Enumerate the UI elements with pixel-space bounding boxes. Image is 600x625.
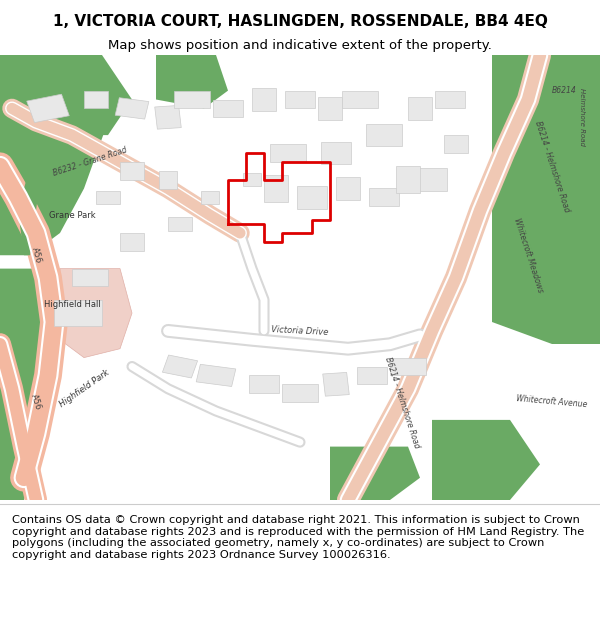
FancyBboxPatch shape [435,91,465,108]
Polygon shape [156,55,228,108]
Polygon shape [60,269,132,358]
FancyBboxPatch shape [168,217,192,231]
FancyBboxPatch shape [342,91,378,108]
Text: Whitecroft Avenue: Whitecroft Avenue [516,394,588,410]
FancyBboxPatch shape [396,166,420,193]
Text: B6232 - Grane Road: B6232 - Grane Road [52,146,128,178]
FancyBboxPatch shape [27,94,69,122]
Polygon shape [30,55,132,135]
Polygon shape [0,269,60,500]
FancyBboxPatch shape [174,91,210,108]
Text: A56: A56 [29,393,43,411]
FancyBboxPatch shape [357,366,387,384]
FancyBboxPatch shape [243,173,261,186]
FancyBboxPatch shape [196,364,236,386]
Text: B6214 - Helmshore Road: B6214 - Helmshore Road [383,356,421,449]
FancyBboxPatch shape [336,177,360,199]
Text: Whitecroft Meadows: Whitecroft Meadows [512,217,544,294]
FancyBboxPatch shape [155,106,181,129]
Text: B6214 - Helmshore Road: B6214 - Helmshore Road [533,119,571,213]
FancyBboxPatch shape [249,376,279,393]
Text: Grane Park: Grane Park [49,211,95,220]
FancyBboxPatch shape [366,124,402,146]
FancyBboxPatch shape [285,91,315,108]
FancyBboxPatch shape [252,88,276,111]
FancyBboxPatch shape [159,171,177,189]
Text: 1, VICTORIA COURT, HASLINGDEN, ROSSENDALE, BB4 4EQ: 1, VICTORIA COURT, HASLINGDEN, ROSSENDAL… [53,14,547,29]
FancyBboxPatch shape [323,372,349,396]
Text: Highfield Hall: Highfield Hall [44,300,100,309]
Polygon shape [330,447,420,500]
FancyBboxPatch shape [213,99,243,118]
FancyBboxPatch shape [54,300,102,326]
Text: Helmshore Road: Helmshore Road [579,88,585,146]
Text: Contains OS data © Crown copyright and database right 2021. This information is : Contains OS data © Crown copyright and d… [12,515,584,560]
FancyBboxPatch shape [96,191,120,204]
FancyBboxPatch shape [264,175,288,202]
FancyBboxPatch shape [417,169,447,191]
FancyBboxPatch shape [120,162,144,179]
FancyBboxPatch shape [369,189,399,206]
FancyBboxPatch shape [84,91,108,108]
FancyBboxPatch shape [282,384,318,402]
FancyBboxPatch shape [297,186,327,209]
FancyBboxPatch shape [321,142,351,164]
FancyBboxPatch shape [318,98,342,119]
FancyBboxPatch shape [390,357,426,376]
Polygon shape [492,55,600,344]
Text: Victoria Drive: Victoria Drive [271,325,329,337]
FancyBboxPatch shape [115,98,149,119]
FancyBboxPatch shape [120,233,144,251]
Text: B6214: B6214 [551,86,577,95]
FancyBboxPatch shape [72,269,108,286]
Text: A56: A56 [29,246,43,264]
Polygon shape [18,166,42,255]
FancyBboxPatch shape [408,98,432,119]
Polygon shape [0,55,108,255]
FancyBboxPatch shape [270,144,306,162]
Text: Map shows position and indicative extent of the property.: Map shows position and indicative extent… [108,39,492,51]
Polygon shape [432,420,540,500]
FancyBboxPatch shape [163,355,197,378]
Text: Highfield Park: Highfield Park [58,368,110,409]
FancyBboxPatch shape [201,191,219,204]
FancyBboxPatch shape [444,135,468,153]
